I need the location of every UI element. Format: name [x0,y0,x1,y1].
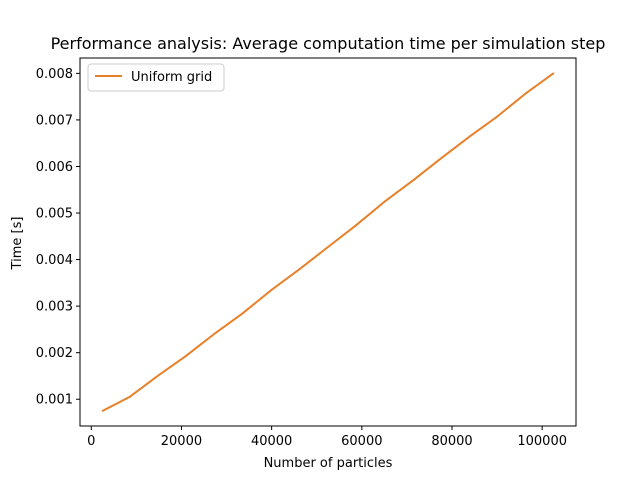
data-point [128,396,131,398]
data-point [469,135,471,138]
legend: Uniform grid [87,63,225,92]
y-tick-label: 0.008 [36,67,73,82]
x-tick-label: 100000 [517,434,567,449]
series-line-0 [102,72,555,412]
data-point [354,225,356,227]
legend-box [87,63,225,92]
x-tick-label: 20000 [161,434,202,449]
y-tick-label: 0.007 [36,113,73,128]
data-point [552,72,555,75]
data-point [101,409,104,412]
y-tick-label: 0.005 [36,207,73,222]
y-tick-label: 0.006 [36,160,73,175]
data-point [158,374,160,376]
y-tick-label: 0.003 [36,300,73,315]
y-tick-label: 0.004 [36,253,73,268]
data-point [327,246,329,248]
y-tick-label: 0.001 [36,393,73,408]
data-point [185,355,187,357]
data-point [412,179,415,181]
axes-frame [79,57,577,427]
data-point [270,288,273,291]
x-tick-label: 80000 [431,434,472,449]
data-point [241,312,244,315]
y-axis-label: Time [s] [10,217,25,271]
x-tick-label: 40000 [251,434,292,449]
x-tick-label: 60000 [341,434,382,449]
data-point [525,92,528,94]
x-tick-label: 0 [87,434,95,449]
data-point [297,268,300,271]
legend-label-uniform-grid: Uniform grid [131,70,212,85]
y-tick-label: 0.002 [36,346,73,361]
data-point [439,157,442,160]
data-point [496,115,498,118]
x-axis-label: Number of particles [264,456,393,471]
chart-title: Performance analysis: Average computatio… [51,34,606,53]
data-point [383,200,386,203]
plot-area: 0 20000 40000 60000 80000 100000 0.001 0.002 0.0… [36,57,577,449]
data-point [214,332,217,335]
